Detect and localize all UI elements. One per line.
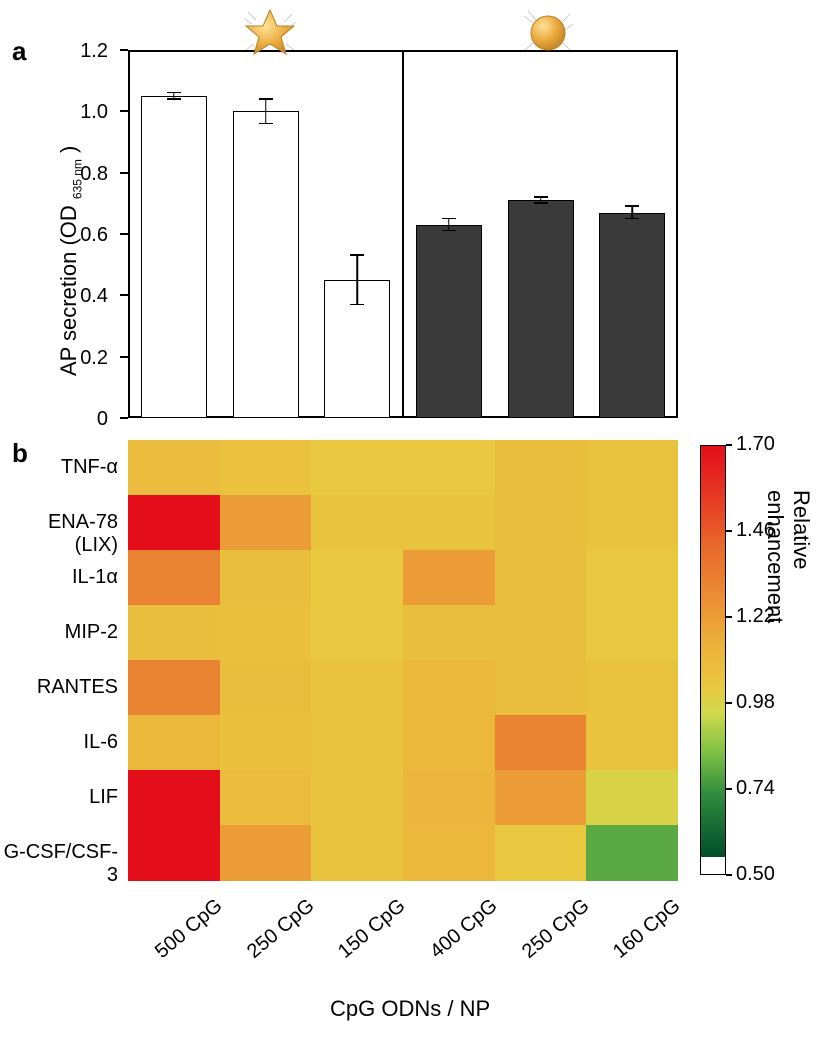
colorbar-tick-label: 0.50 bbox=[736, 863, 775, 886]
heatmap-cell bbox=[128, 440, 220, 496]
heatmap-cell bbox=[128, 605, 220, 661]
colorbar-tick bbox=[726, 874, 732, 876]
heatmap-cell bbox=[495, 495, 587, 551]
heatmap-cell bbox=[403, 660, 495, 716]
bar bbox=[508, 200, 574, 418]
heatmap-cell bbox=[403, 715, 495, 771]
heatmap-col-label: 160 CpG bbox=[609, 895, 685, 964]
heatmap-col-label: 150 CpG bbox=[334, 895, 410, 964]
bar bbox=[233, 111, 299, 418]
colorbar-tick-label: 0.98 bbox=[736, 691, 775, 714]
heatmap-cell bbox=[220, 660, 312, 716]
bar-chart-split-line bbox=[402, 50, 404, 418]
heatmap-cell bbox=[128, 660, 220, 716]
heatmap-cell bbox=[128, 825, 220, 881]
bar-chart-ytick-label: 1.0 bbox=[80, 101, 108, 124]
heatmap-cell bbox=[311, 495, 403, 551]
colorbar-tick bbox=[726, 788, 732, 790]
bar-chart-ytick-label: 1.2 bbox=[80, 40, 108, 63]
heatmap-col-label: 500 CpG bbox=[151, 895, 227, 964]
colorbar-tick-label: 1.70 bbox=[736, 433, 775, 456]
heatmap-cell bbox=[311, 605, 403, 661]
bar-chart: 00.20.40.60.81.01.2 bbox=[128, 50, 678, 418]
heatmap-cell bbox=[128, 715, 220, 771]
heatmap-cell bbox=[128, 550, 220, 606]
bar bbox=[141, 96, 207, 418]
heatmap-cell bbox=[311, 440, 403, 496]
heatmap-cell bbox=[586, 660, 678, 716]
colorbar-tick-label: 1.22 bbox=[736, 605, 775, 628]
heatmap-row-label: RANTES bbox=[0, 676, 118, 699]
bar-chart-left-axis bbox=[128, 50, 130, 418]
heatmap-cell bbox=[311, 660, 403, 716]
heatmap-cell bbox=[586, 605, 678, 661]
heatmap-cell bbox=[403, 440, 495, 496]
star-nanoparticle-icon bbox=[242, 8, 298, 63]
heatmap-row-label: ENA-78 (LIX) bbox=[0, 511, 118, 557]
heatmap-cell bbox=[495, 550, 587, 606]
bar-chart-right-axis bbox=[676, 50, 678, 418]
heatmap-cell bbox=[495, 660, 587, 716]
colorbar bbox=[700, 445, 726, 875]
colorbar-tick bbox=[726, 444, 732, 446]
heatmap-cell bbox=[403, 495, 495, 551]
colorbar-tick bbox=[726, 616, 732, 618]
heatmap-row-label: G-CSF/CSF-3 bbox=[0, 841, 118, 887]
panel-a-label: a bbox=[12, 36, 26, 67]
heatmap-cell bbox=[586, 715, 678, 771]
sphere-nanoparticle-icon bbox=[520, 8, 576, 63]
heatmap-cell bbox=[220, 440, 312, 496]
heatmap-cell bbox=[586, 550, 678, 606]
bar bbox=[599, 213, 665, 418]
heatmap-cell bbox=[220, 825, 312, 881]
heatmap-row-label: MIP-2 bbox=[0, 621, 118, 644]
heatmap-cell bbox=[220, 605, 312, 661]
colorbar-title: Relative enhancement bbox=[762, 490, 814, 623]
colorbar-tick bbox=[726, 530, 732, 532]
heatmap-cell bbox=[311, 550, 403, 606]
heatmap-row-label: LIF bbox=[0, 786, 118, 809]
heatmap-cell bbox=[128, 495, 220, 551]
heatmap-cell bbox=[586, 440, 678, 496]
heatmap-cell bbox=[403, 550, 495, 606]
heatmap bbox=[128, 440, 678, 880]
colorbar-tick-label: 0.74 bbox=[736, 777, 775, 800]
heatmap-cell bbox=[495, 825, 587, 881]
heatmap-cell bbox=[220, 550, 312, 606]
heatmap-cell bbox=[128, 770, 220, 826]
heatmap-cell bbox=[403, 605, 495, 661]
heatmap-cell bbox=[495, 715, 587, 771]
heatmap-cell bbox=[403, 825, 495, 881]
heatmap-cell bbox=[403, 770, 495, 826]
heatmap-cell bbox=[311, 770, 403, 826]
heatmap-cell bbox=[495, 440, 587, 496]
figure-root: a 00.20.40.60.81.01.2 AP secretion (OD 6… bbox=[0, 0, 826, 1050]
heatmap-col-label: 250 CpG bbox=[518, 895, 594, 964]
heatmap-row-label: IL-1α bbox=[0, 566, 118, 589]
heatmap-cell bbox=[586, 825, 678, 881]
bar bbox=[416, 225, 482, 418]
heatmap-xaxis-title: CpG ODNs / NP bbox=[330, 996, 490, 1022]
heatmap-col-label: 250 CpG bbox=[243, 895, 319, 964]
heatmap-cell bbox=[495, 605, 587, 661]
heatmap-row-label: IL-6 bbox=[0, 731, 118, 754]
colorbar-tick bbox=[726, 702, 732, 704]
heatmap-row-label: TNF-α bbox=[0, 456, 118, 479]
heatmap-cell bbox=[586, 770, 678, 826]
colorbar-tick-label: 1.46 bbox=[736, 519, 775, 542]
heatmap-cell bbox=[220, 495, 312, 551]
heatmap-cell bbox=[495, 770, 587, 826]
bar-chart-ylabel: AP secretion (OD 635 nm ) bbox=[56, 146, 84, 376]
heatmap-cell bbox=[220, 715, 312, 771]
heatmap-col-label: 400 CpG bbox=[426, 895, 502, 964]
heatmap-cell bbox=[220, 770, 312, 826]
heatmap-cell bbox=[586, 495, 678, 551]
heatmap-cell bbox=[311, 715, 403, 771]
bar-chart-ytick-label: 0 bbox=[97, 408, 108, 431]
heatmap-cell bbox=[311, 825, 403, 881]
